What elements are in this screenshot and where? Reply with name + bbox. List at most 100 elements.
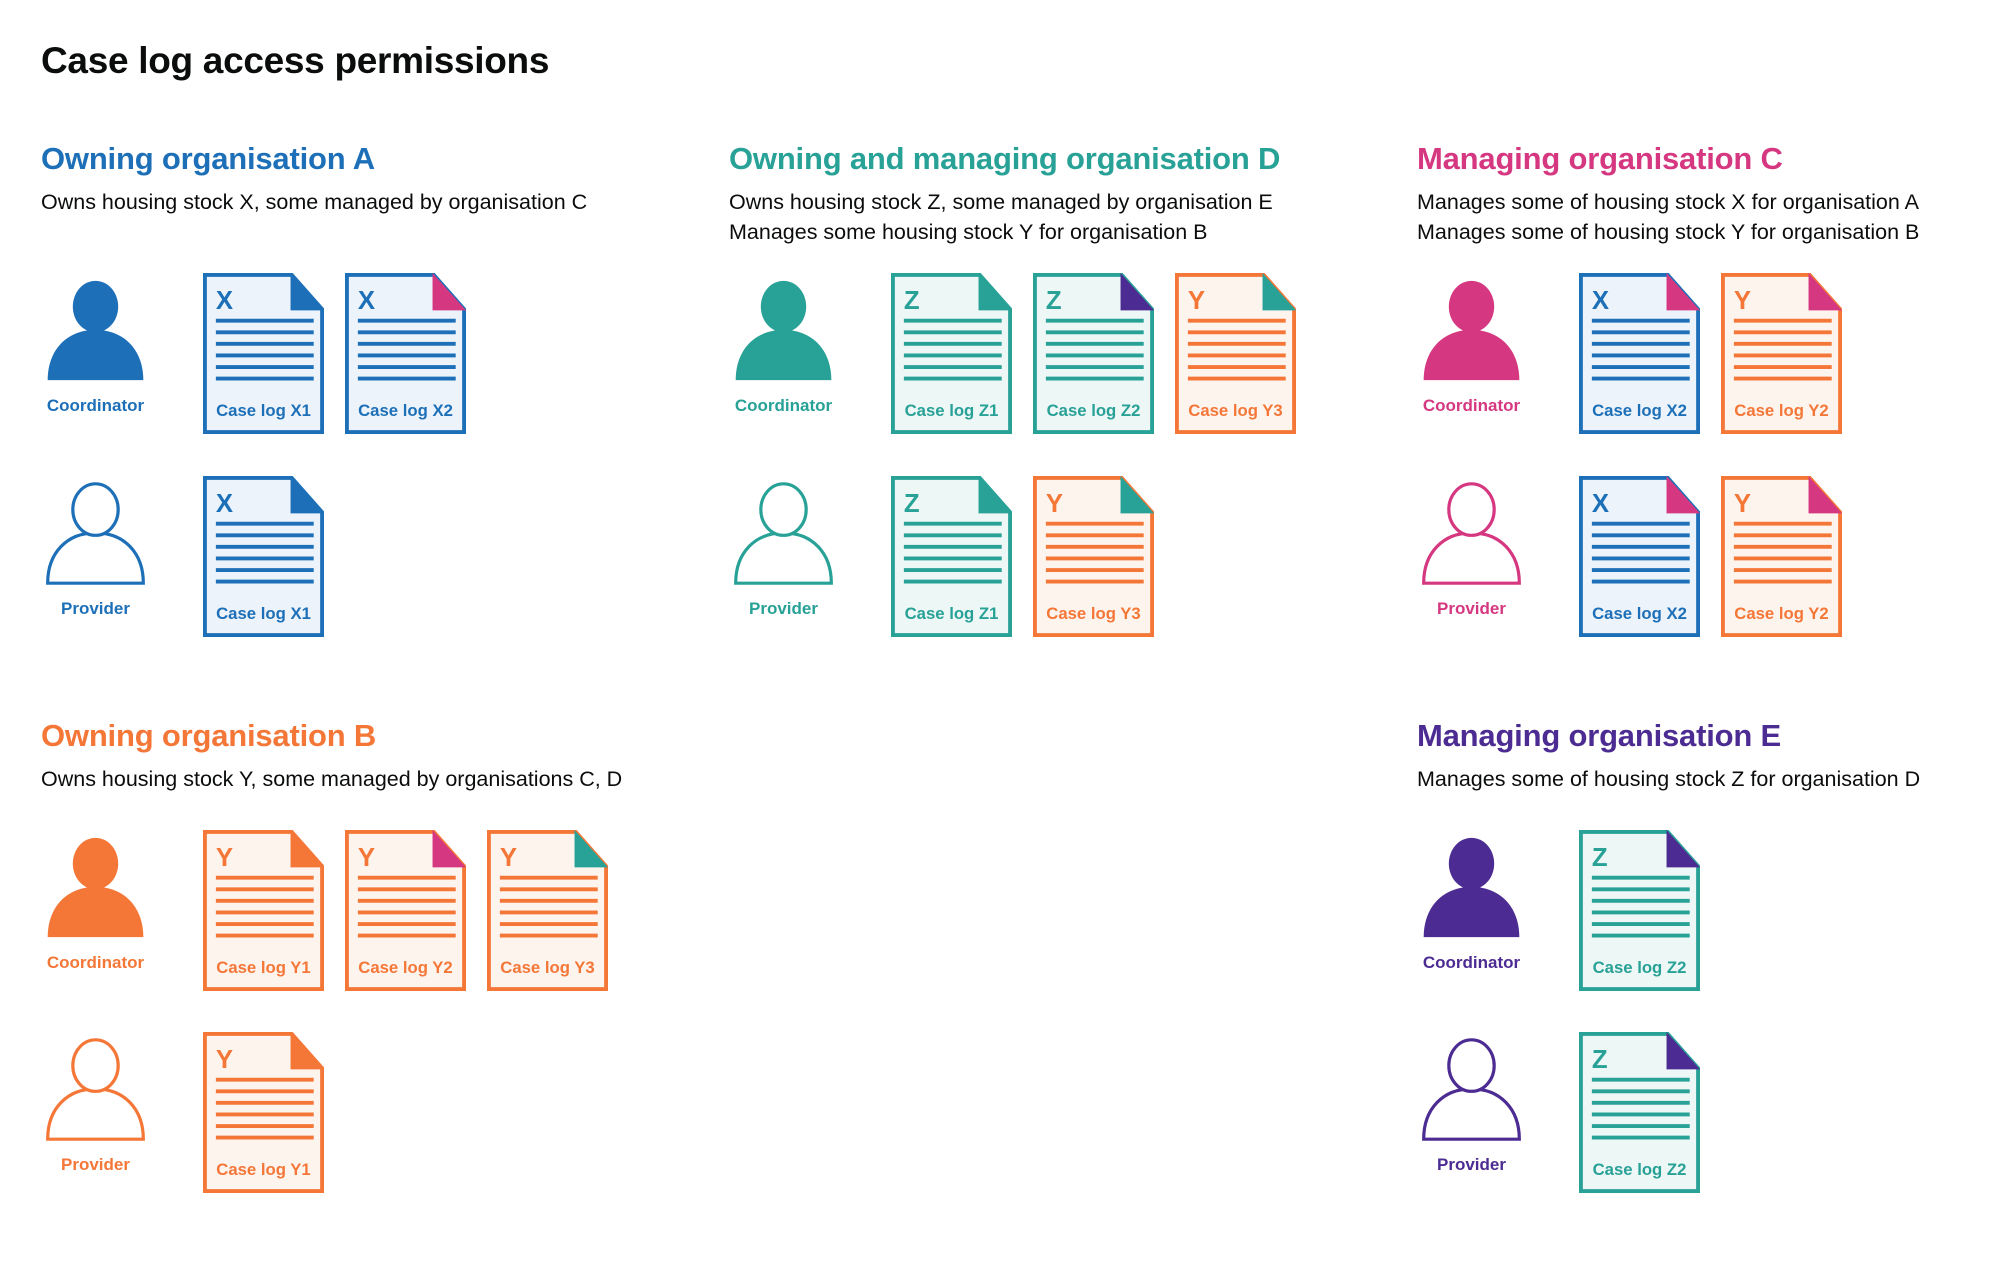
- stock-letter: X: [1592, 490, 1609, 518]
- case-log-document: X Case log X2: [345, 273, 466, 434]
- org-section: Managing organisation C Manages some of h…: [1417, 140, 2000, 637]
- document-fold-corner: [1120, 476, 1154, 514]
- person-outline-icon: [46, 482, 145, 585]
- coordinator-role: Coordinator: [44, 834, 147, 973]
- stock-letter: X: [358, 287, 375, 315]
- role-label: Provider: [61, 1155, 130, 1174]
- document-fold-corner: [1666, 830, 1700, 868]
- case-log-document: Y Case log Y3: [1175, 273, 1296, 434]
- coordinator-role: Coordinator: [1420, 834, 1523, 973]
- case-log-label: Case log Z2: [1593, 1160, 1687, 1179]
- document-icon: Y Case log Y2: [1721, 476, 1842, 637]
- stock-letter: X: [216, 490, 233, 518]
- stock-letter: Y: [1734, 490, 1751, 518]
- person-filled-icon: [735, 280, 832, 381]
- org-description: Owns housing stock X, some managed by or…: [41, 187, 701, 217]
- stock-letter: Z: [1046, 287, 1062, 315]
- case-log-label: Case log Z1: [905, 604, 999, 623]
- page-title: Case log access permissions: [41, 40, 550, 81]
- case-log-label: Case log Y2: [1734, 401, 1828, 420]
- stock-letter: Z: [904, 287, 920, 315]
- document-fold-corner: [1666, 273, 1700, 311]
- role-label: Coordinator: [734, 396, 833, 415]
- case-log-document: Y Case log Y2: [1721, 476, 1842, 637]
- document-fold-corner: [1262, 273, 1296, 311]
- document-fold-corner: [1120, 273, 1154, 311]
- stock-letter: Y: [1734, 287, 1751, 315]
- provider-role: Provider: [44, 480, 147, 619]
- description-line: Manages some of housing stock Z for orga…: [1417, 767, 1921, 791]
- document-icon: Y Case log Y3: [1033, 476, 1154, 637]
- person-outline-icon: [46, 1038, 145, 1141]
- coordinator-role: Coordinator: [44, 277, 147, 416]
- person-filled-icon: [47, 280, 144, 381]
- description-line: Manages some housing stock Y for organis…: [729, 220, 1208, 244]
- stock-letter: Y: [1188, 287, 1205, 315]
- case-log-document: Y Case log Y1: [203, 830, 324, 991]
- provider-role: Provider: [732, 480, 835, 619]
- stock-letter: X: [1592, 287, 1609, 315]
- document-icon: Z Case log Z2: [1033, 273, 1154, 434]
- case-log-document: Y Case log Y3: [487, 830, 608, 991]
- org-heading: Managing organisation E: [1417, 718, 1781, 753]
- document-fold-corner: [1666, 476, 1700, 514]
- document-icon: Y Case log Y2: [1721, 273, 1842, 434]
- role-row-coordinator: Coordinator X Case log X2 Y Case log Y2: [1417, 273, 2000, 443]
- role-row-provider: Provider Y Case log Y1: [41, 1032, 701, 1202]
- document-fold-corner: [290, 476, 324, 514]
- org-description: Manages some of housing stock X for orga…: [1417, 187, 2000, 247]
- case-log-document: Z Case log Z2: [1033, 273, 1154, 434]
- case-log-document: Z Case log Z1: [891, 273, 1012, 434]
- case-log-document: X Case log X1: [203, 476, 324, 637]
- case-log-label: Case log X2: [358, 401, 453, 420]
- document-icon: X Case log X2: [1579, 273, 1700, 434]
- role-row-provider: Provider Z Case log Z1 Y Case log Y3: [729, 476, 1389, 646]
- document-icon: X Case log X2: [345, 273, 466, 434]
- case-log-document: Y Case log Y2: [1721, 273, 1842, 434]
- case-log-label: Case log X2: [1592, 401, 1687, 420]
- provider-role: Provider: [44, 1036, 147, 1175]
- case-log-document: Z Case log Z1: [891, 476, 1012, 637]
- stock-letter: Z: [1592, 1046, 1608, 1074]
- document-icon: Z Case log Z1: [891, 476, 1012, 637]
- role-label: Coordinator: [1422, 396, 1521, 415]
- role-label: Coordinator: [46, 953, 145, 972]
- case-log-label: Case log Z1: [905, 401, 999, 420]
- case-log-document: X Case log X2: [1579, 273, 1700, 434]
- case-log-label: Case log Y3: [500, 958, 594, 977]
- document-fold-corner: [432, 830, 466, 868]
- case-log-label: Case log Y1: [216, 958, 310, 977]
- document-icon: X Case log X1: [203, 273, 324, 434]
- description-line: Owns housing stock Z, some managed by or…: [729, 190, 1273, 214]
- case-log-label: Case log X1: [216, 604, 311, 623]
- document-icon: Z Case log Z1: [891, 273, 1012, 434]
- org-heading: Managing organisation C: [1417, 141, 1783, 176]
- case-log-label: Case log Y2: [358, 958, 452, 977]
- document-icon: X Case log X1: [203, 476, 324, 637]
- person-outline-icon: [734, 482, 833, 585]
- case-log-label: Case log Z2: [1593, 958, 1687, 977]
- stock-letter: X: [216, 287, 233, 315]
- case-log-label: Case log Z2: [1047, 401, 1141, 420]
- stock-letter: Y: [216, 844, 233, 872]
- stock-letter: Z: [1592, 844, 1608, 872]
- description-line: Owns housing stock X, some managed by or…: [41, 190, 588, 214]
- person-filled-icon: [47, 837, 144, 938]
- case-log-document: Z Case log Z2: [1579, 830, 1700, 991]
- document-fold-corner: [1808, 476, 1842, 514]
- stock-letter: Y: [1046, 490, 1063, 518]
- stock-letter: Y: [216, 1046, 233, 1074]
- stock-letter: Y: [358, 844, 375, 872]
- case-log-document: X Case log X2: [1579, 476, 1700, 637]
- description-line: Manages some of housing stock X for orga…: [1417, 190, 1919, 214]
- provider-role: Provider: [1420, 1036, 1523, 1175]
- document-icon: Y Case log Y1: [203, 830, 324, 991]
- role-row-coordinator: Coordinator X Case log X1 X Case log X2: [41, 273, 701, 443]
- description-line: Owns housing stock Y, some managed by or…: [41, 767, 623, 791]
- org-description: Owns housing stock Z, some managed by or…: [729, 187, 1389, 247]
- case-log-label: Case log Y3: [1188, 401, 1282, 420]
- coordinator-role: Coordinator: [732, 277, 835, 416]
- case-log-document: X Case log X1: [203, 273, 324, 434]
- document-fold-corner: [1808, 273, 1842, 311]
- org-heading: Owning organisation B: [41, 718, 377, 753]
